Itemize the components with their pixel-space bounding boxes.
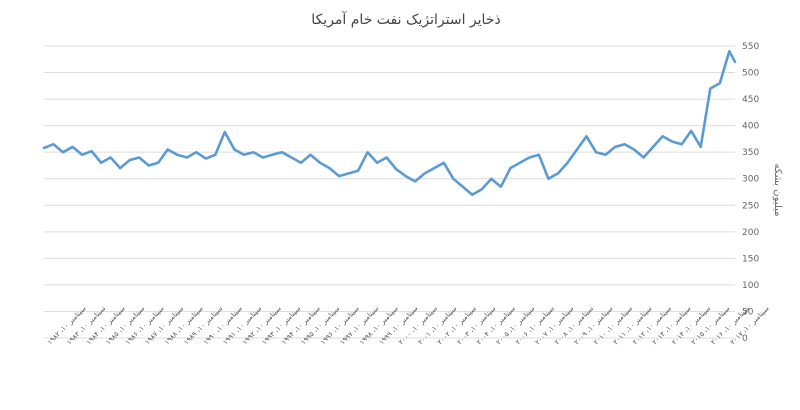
y-tick-label: 0 — [742, 334, 748, 344]
y-tick-label: 150 — [742, 254, 759, 264]
y-axis-label: میلیون بشکه — [772, 164, 783, 217]
series-line — [42, 50, 737, 196]
chart-title: ذخایر استراتژیک نفت خام آمریکا — [311, 11, 500, 28]
y-axis-ticks: 0 50 100 150 200 250 300 350 400 450 500 550 — [742, 42, 759, 344]
y-tick-label: 100 — [742, 281, 759, 291]
y-tick-label: 400 — [742, 122, 759, 132]
y-tick-label: 350 — [742, 148, 759, 158]
y-tick-label: 500 — [742, 69, 759, 79]
y-tick-label: 450 — [742, 95, 759, 105]
y-tick-label: 200 — [742, 228, 759, 238]
y-tick-label: 250 — [742, 201, 759, 211]
y-tick-label: 300 — [742, 175, 759, 185]
y-tick-label: 550 — [742, 42, 759, 52]
grid-lines — [44, 45, 735, 339]
y-tick-label: 50 — [742, 307, 754, 317]
